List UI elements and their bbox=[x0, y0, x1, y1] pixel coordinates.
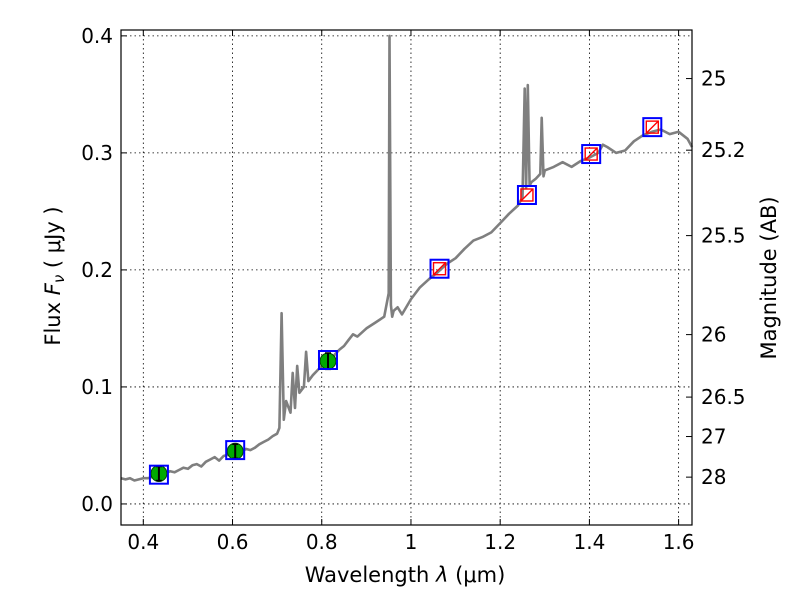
model-photometry-square bbox=[148, 464, 169, 485]
model-photometry-square bbox=[225, 440, 246, 461]
y-tick-label: 0.3 bbox=[81, 141, 113, 165]
upper-limit-box bbox=[584, 147, 598, 161]
upper-limit-slash bbox=[584, 147, 598, 161]
y2-tick-label: 25.5 bbox=[701, 224, 746, 248]
photometry-markers bbox=[148, 117, 663, 485]
y-tick-label: 0.2 bbox=[81, 258, 113, 282]
model-photometry-square bbox=[642, 117, 663, 138]
x-tick-label: 0.4 bbox=[127, 530, 159, 554]
x-tick-label: 1.6 bbox=[663, 530, 695, 554]
y-tick-label: 0.0 bbox=[81, 492, 113, 516]
upper-limit-box bbox=[432, 262, 447, 276]
y-tick-label: 0.1 bbox=[81, 375, 113, 399]
y2-tick-label: 25 bbox=[701, 67, 726, 91]
spectrum-series bbox=[120, 34, 694, 482]
x-axis-label: Wavelength λ (μm) bbox=[305, 563, 506, 587]
upper-limit-box bbox=[645, 120, 659, 134]
model-photometry-square bbox=[581, 144, 602, 165]
plot-frame bbox=[120, 29, 693, 526]
y-tick-label: 0.4 bbox=[81, 24, 113, 48]
y2-tick-label: 26 bbox=[701, 323, 726, 347]
x-tick-label: 0.6 bbox=[217, 530, 249, 554]
axis-ticks: 0.4 0.6 0.8 1 1.2 1.4 1.6 0.0 0.1 0.2 0.3 0.4 25 25.2… bbox=[81, 24, 745, 554]
y2-tick-label: 27 bbox=[701, 425, 726, 449]
upper-limit-slash bbox=[433, 262, 447, 276]
y2-tick-label: 28 bbox=[701, 465, 726, 489]
upper-limit-slash bbox=[520, 188, 534, 202]
model-photometry-square bbox=[429, 258, 450, 279]
y2-tick-label: 26.5 bbox=[701, 385, 746, 409]
x-tick-label: 1.2 bbox=[484, 530, 516, 554]
y-axis-label: Flux Fν ( μJy ) bbox=[41, 206, 68, 345]
x-tick-label: 1 bbox=[405, 530, 418, 554]
grid bbox=[121, 30, 692, 525]
model-photometry-square bbox=[317, 350, 338, 370]
model-photometry-square bbox=[516, 185, 537, 205]
y2-tick-label: 25.2 bbox=[701, 138, 746, 162]
x-tick-label: 1.4 bbox=[573, 530, 605, 554]
upper-limit-slash bbox=[645, 120, 659, 134]
y2-axis-label: Magnitude (AB) bbox=[757, 196, 781, 359]
x-tick-label: 0.8 bbox=[306, 530, 338, 554]
spectrum-line bbox=[120, 34, 694, 482]
upper-limit-box bbox=[520, 188, 534, 202]
